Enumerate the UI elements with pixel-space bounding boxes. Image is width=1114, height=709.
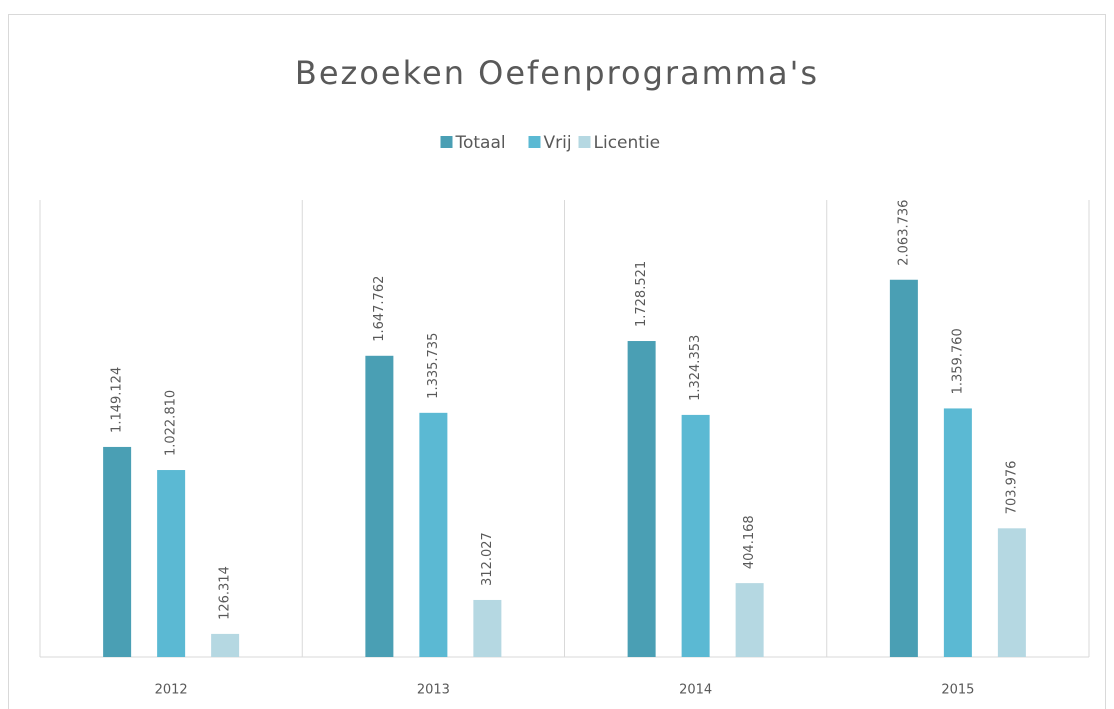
data-label: 1.647.762 (372, 276, 387, 342)
data-label: 2.063.736 (896, 200, 911, 266)
bar (735, 583, 764, 657)
chart-border (8, 14, 1106, 709)
bar (365, 355, 394, 657)
data-label: 1.359.760 (950, 328, 965, 394)
bar (211, 633, 240, 657)
bar (473, 599, 502, 657)
x-tick-label: 2015 (941, 683, 974, 698)
bar (627, 341, 656, 657)
legend-label: Vrij (544, 133, 572, 153)
x-tick-label: 2014 (679, 683, 712, 698)
legend-swatch (440, 136, 453, 148)
legend-label: Licentie (594, 133, 661, 153)
bar (157, 470, 186, 657)
separators (39, 200, 1090, 657)
data-label: 126.314 (218, 566, 233, 620)
x-tick-label: 2013 (417, 683, 450, 698)
legend-swatch (528, 136, 541, 148)
data-label: 1.324.353 (688, 335, 703, 401)
data-label: 1.149.124 (110, 367, 125, 433)
x-tick-label: 2012 (155, 683, 188, 698)
data-label: 1.335.735 (426, 333, 441, 399)
data-label: 404.168 (742, 515, 757, 569)
bar (943, 408, 972, 657)
legend-swatch (578, 136, 591, 148)
bar (103, 446, 132, 657)
data-label: 703.976 (1004, 461, 1019, 515)
legend-label: Totaal (455, 133, 506, 153)
bar (681, 414, 710, 657)
data-label: 1.728.521 (634, 261, 649, 327)
bar (889, 279, 918, 657)
data-label: 1.022.810 (164, 390, 179, 456)
chart-title: Bezoeken Oefenprogramma's (295, 54, 819, 92)
bar (419, 412, 448, 657)
data-label: 312.027 (480, 532, 495, 586)
bar (997, 528, 1026, 657)
